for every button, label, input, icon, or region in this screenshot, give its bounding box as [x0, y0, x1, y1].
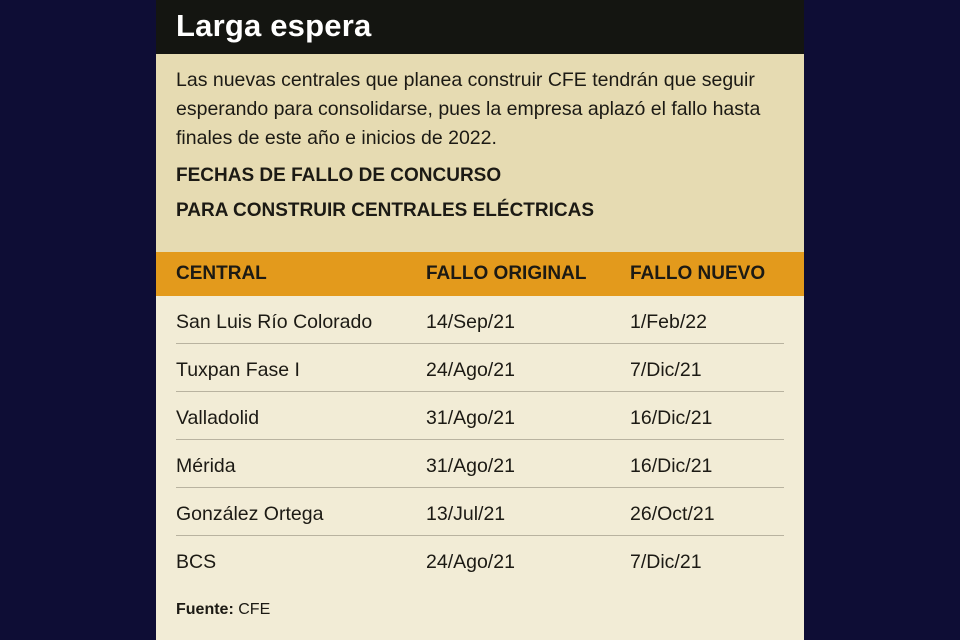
- source-note: Fuente: CFE: [176, 601, 270, 619]
- header-central: CENTRAL: [176, 263, 267, 284]
- title-bar: Larga espera: [156, 0, 804, 54]
- cell-central: Tuxpan Fase I: [176, 359, 300, 381]
- page-title: Larga espera: [176, 8, 372, 43]
- cell-central: San Luis Río Colorado: [176, 311, 373, 333]
- cell-fallo-nuevo: 16/Dic/21: [630, 407, 713, 429]
- cell-fallo-original: 31/Ago/21: [426, 455, 515, 477]
- table-row: Tuxpan Fase I 24/Ago/21 7/Dic/21: [156, 344, 804, 392]
- intro-text: Las nuevas centrales que planea construi…: [176, 69, 761, 149]
- table-row: San Luis Río Colorado 14/Sep/21 1/Feb/22: [156, 296, 804, 344]
- header-fallo-nuevo: FALLO NUEVO: [630, 263, 766, 284]
- table-row: Valladolid 31/Ago/21 16/Dic/21: [156, 392, 804, 440]
- cell-fallo-original: 13/Jul/21: [426, 503, 506, 525]
- cell-fallo-nuevo: 16/Dic/21: [630, 455, 713, 477]
- cell-fallo-nuevo: 26/Oct/21: [630, 503, 715, 525]
- cell-fallo-nuevo: 1/Feb/22: [630, 311, 707, 333]
- header-fallo-original: FALLO ORIGINAL: [426, 263, 587, 284]
- table-title: FECHAS DE FALLO DE CONCURSO PARA CONSTRU…: [176, 158, 594, 228]
- cell-fallo-nuevo: 7/Dic/21: [630, 359, 702, 381]
- table-body: San Luis Río Colorado 14/Sep/21 1/Feb/22…: [156, 296, 804, 584]
- cell-central: González Ortega: [176, 503, 324, 525]
- cell-central: Mérida: [176, 455, 236, 477]
- cell-central: BCS: [176, 551, 217, 573]
- table-row: BCS 24/Ago/21 7/Dic/21: [156, 536, 804, 584]
- cell-fallo-nuevo: 7/Dic/21: [630, 551, 702, 573]
- cell-fallo-original: 24/Ago/21: [426, 359, 515, 381]
- cell-fallo-original: 31/Ago/21: [426, 407, 515, 429]
- cell-central: Valladolid: [176, 407, 260, 429]
- table-header: CENTRAL FALLO ORIGINAL FALLO NUEVO: [156, 252, 804, 296]
- table-row: Mérida 31/Ago/21 16/Dic/21: [156, 440, 804, 488]
- source-value: CFE: [238, 601, 271, 618]
- cell-fallo-original: 14/Sep/21: [426, 311, 515, 333]
- table-title-line-1: FECHAS DE FALLO DE CONCURSO: [176, 165, 502, 186]
- intro-block: Las nuevas centrales que planea construi…: [156, 54, 804, 252]
- table-title-line-2: PARA CONSTRUIR CENTRALES ELÉCTRICAS: [176, 200, 595, 221]
- table-row: González Ortega 13/Jul/21 26/Oct/21: [156, 488, 804, 536]
- source-label: Fuente:: [176, 601, 234, 618]
- cell-fallo-original: 24/Ago/21: [426, 551, 515, 573]
- infographic-card: Larga espera Las nuevas centrales que pl…: [156, 0, 804, 640]
